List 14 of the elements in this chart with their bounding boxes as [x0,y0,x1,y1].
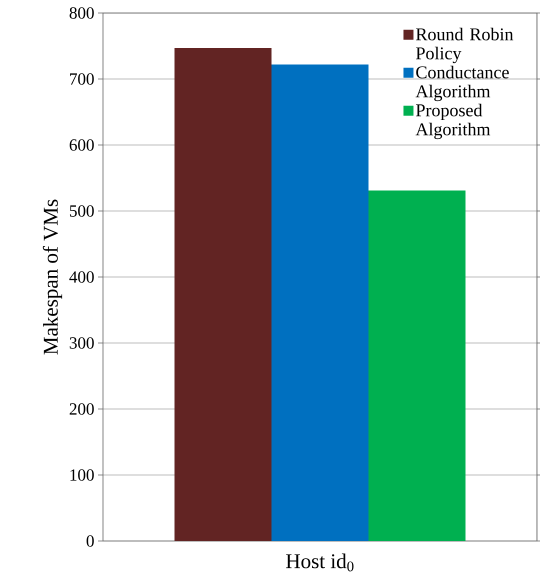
y-tick-label: 0 [86,535,94,547]
x-tick-label: Host id$_{0}$ [286,554,354,572]
y-tick-label: 600 [70,139,94,151]
y-tick-label: 100 [70,469,94,481]
y-tick-label: 300 [70,337,94,349]
y-tick-label: 700 [70,73,94,85]
y-tick-label: 200 [70,403,94,415]
y-tick-label: 400 [69,271,94,283]
legend-label: Proposed Algorithm [416,104,490,140]
legend-label: Conductance Algorithm [416,66,509,102]
y-tick-label: 500 [70,205,94,217]
y-axis-title: Makespan of VMs [42,200,62,355]
legend-label: Round Robin Policy [416,28,514,64]
y-tick-label: 800 [70,7,94,19]
